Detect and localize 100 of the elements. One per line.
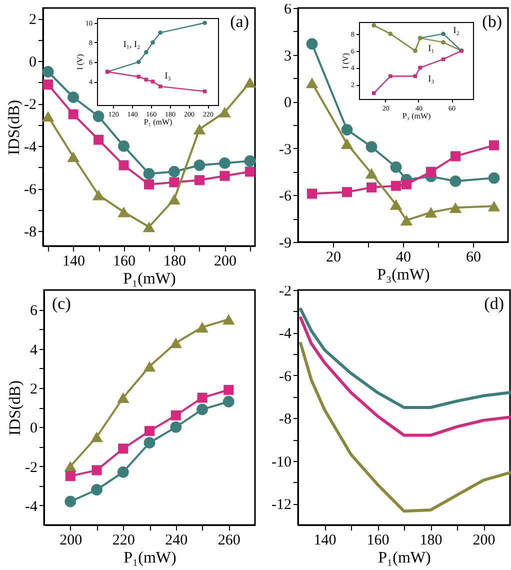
point (450, 175, 462, 187)
point (488, 200, 500, 212)
point (67, 151, 80, 162)
y-tick-label: 6 (30, 303, 38, 320)
point (143, 361, 156, 372)
point (340, 138, 354, 150)
x-axis-title: P₁ (mW) (144, 118, 173, 126)
point (168, 166, 180, 178)
y-tick-label: 0 (29, 54, 36, 71)
point (43, 80, 54, 90)
y-axis-title: IDS(dB) (7, 380, 24, 436)
point (150, 80, 155, 84)
point (244, 77, 256, 88)
point (90, 432, 103, 442)
point (222, 314, 235, 325)
annotation: (c) (52, 294, 71, 313)
point (42, 66, 54, 78)
y-tick-label: -9 (279, 236, 292, 252)
x-axis-title: P₁(mW) (378, 550, 431, 566)
point (220, 170, 230, 181)
x-tick-label: 200 (472, 532, 496, 548)
x-tick-label: 220 (112, 532, 135, 548)
x-tick-label: 260 (218, 532, 240, 548)
annotation: (d) (484, 294, 504, 313)
point (92, 190, 105, 200)
point (390, 161, 402, 173)
y-axis-title: I (V) (76, 54, 84, 70)
point (306, 38, 318, 50)
point (168, 194, 180, 205)
y-tick-label: -2 (24, 97, 36, 114)
series-label: I₂ (453, 24, 460, 35)
point (244, 166, 255, 177)
y-tick-label: 4 (30, 342, 38, 358)
point (424, 207, 438, 218)
point (144, 437, 156, 448)
point (68, 92, 79, 103)
point (488, 172, 500, 184)
y-tick-label: -10 (272, 454, 292, 470)
y-tick-label: -6 (24, 182, 37, 198)
point (42, 111, 54, 122)
y-tick-label: -6 (279, 188, 292, 205)
y-tick-label: 3 (284, 48, 292, 64)
y-tick-label: 0 (30, 420, 38, 437)
point (136, 60, 141, 64)
x-axis-title: P₁(mW) (123, 270, 176, 288)
x-axis-title: P₃ (mW) (402, 112, 432, 120)
point (218, 106, 231, 118)
y-tick-label: -3 (279, 142, 292, 158)
point (158, 30, 162, 35)
point (449, 202, 462, 213)
point (144, 78, 148, 82)
series-label: I₁ (428, 43, 434, 54)
y-tick-label: -6 (279, 368, 292, 385)
point (222, 396, 234, 408)
point (365, 168, 378, 179)
y-tick-label: 2 (30, 381, 38, 398)
annotation: (a) (230, 12, 249, 31)
point (64, 460, 76, 472)
point (68, 109, 78, 120)
point (170, 421, 182, 433)
y-axis-title: I (V) (341, 52, 350, 69)
point (118, 206, 130, 218)
point (372, 91, 376, 95)
point (92, 110, 104, 122)
x-tick-label: 200 (214, 254, 236, 270)
point (136, 74, 140, 79)
y-tick-label: -8 (24, 224, 36, 241)
point (388, 74, 392, 78)
point (144, 50, 148, 54)
point (144, 179, 154, 190)
point (196, 322, 208, 333)
annotation: (b) (482, 12, 502, 31)
point (170, 410, 181, 420)
point (224, 384, 234, 395)
point (450, 151, 460, 162)
series-label: I₁, I₂ (123, 39, 140, 50)
point (391, 180, 401, 191)
x-tick-label: 20 (326, 250, 341, 266)
x-axis-title: P₁(mW) (124, 550, 176, 566)
y-tick-label: -4 (24, 140, 37, 156)
y-tick-label: 0 (284, 95, 292, 112)
line-series (299, 342, 511, 513)
point (426, 166, 436, 177)
point (91, 484, 102, 496)
point (118, 160, 129, 170)
point (366, 141, 378, 153)
y-tick-label: 2 (29, 12, 36, 28)
x-tick-label: 140 (314, 532, 336, 548)
point (170, 338, 182, 348)
point (194, 175, 204, 186)
point (219, 157, 230, 169)
series-label: I₃ (428, 74, 434, 84)
point (143, 168, 155, 180)
x-tick-label: 160 (366, 532, 390, 548)
point (117, 392, 130, 404)
point (169, 177, 180, 188)
line-series (299, 316, 511, 437)
point (441, 40, 446, 44)
point (197, 392, 208, 403)
y-tick-label: -2 (25, 460, 38, 476)
